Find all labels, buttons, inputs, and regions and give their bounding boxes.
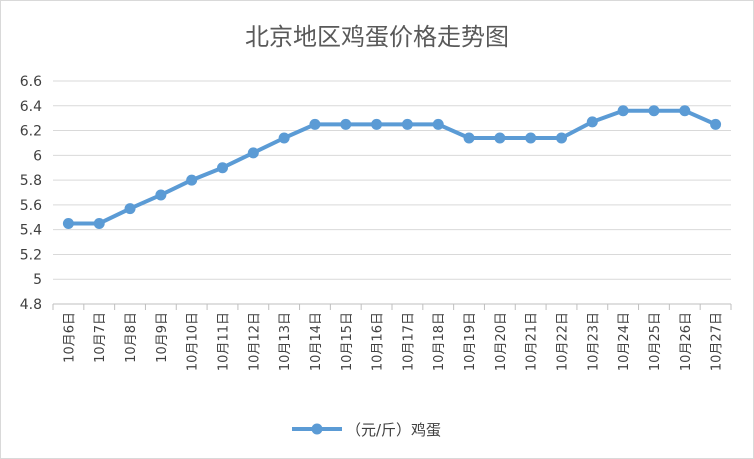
- x-tick-label: 10月15日: [340, 312, 355, 371]
- data-point: [648, 105, 660, 117]
- legend: （元/斤）鸡蛋: [292, 421, 441, 439]
- y-tick-label: 5.4: [20, 223, 42, 239]
- y-tick-label: 5.8: [20, 173, 42, 189]
- data-point: [340, 118, 352, 130]
- series-layer: [62, 105, 722, 229]
- chart-title: 北京地区鸡蛋价格走势图: [245, 23, 509, 51]
- data-point: [217, 162, 228, 174]
- y-tick-label: 6: [33, 148, 42, 164]
- x-tick-label: 10月22日: [556, 312, 571, 371]
- y-tick-label: 4.8: [20, 297, 42, 313]
- x-tick-label: 10月14日: [309, 312, 324, 371]
- x-tick-label: 10月20日: [494, 312, 509, 371]
- y-tick-label: 5.6: [20, 198, 42, 214]
- y-tick-label: 6.2: [20, 124, 42, 140]
- data-point: [371, 118, 383, 130]
- data-point: [494, 132, 506, 144]
- data-point: [586, 116, 598, 128]
- data-point: [247, 147, 259, 159]
- x-tick-label: 10月16日: [371, 312, 386, 371]
- x-tick-label: 10月11日: [217, 312, 232, 371]
- x-tick-label: 10月7日: [93, 312, 108, 363]
- data-point: [62, 217, 74, 229]
- y-tick-label: 5.2: [20, 247, 42, 263]
- x-tick-label: 10月8日: [124, 312, 139, 363]
- x-tick-label: 10月12日: [247, 312, 262, 371]
- data-point: [617, 105, 629, 117]
- data-point: [710, 118, 722, 130]
- x-tick-label: 10月25日: [648, 312, 663, 371]
- x-tick-label: 10月17日: [401, 312, 416, 371]
- y-tick-label: 5: [33, 272, 42, 288]
- x-tick-label: 10月27日: [710, 312, 725, 371]
- x-tick-label: 10月24日: [617, 312, 632, 371]
- x-tick-label: 10月6日: [62, 312, 77, 363]
- data-point: [278, 132, 290, 144]
- x-tick-label: 10月18日: [432, 312, 447, 371]
- data-point: [309, 118, 321, 130]
- x-tick-label: 10月21日: [525, 312, 540, 371]
- series-line: [66, 108, 718, 226]
- legend-marker-swatch: [311, 423, 323, 435]
- y-tick-label: 6.4: [20, 99, 42, 115]
- data-point: [556, 132, 567, 144]
- data-point: [124, 203, 136, 215]
- data-point: [155, 189, 167, 201]
- x-tick-label: 10月9日: [155, 312, 170, 363]
- data-point: [93, 217, 105, 229]
- x-tick-label: 10月13日: [278, 312, 293, 371]
- y-axis-ticks: 4.8 5 5.2 5.4 5.6 5.8 6 6.2 6.4 6.6: [20, 74, 42, 313]
- data-point: [679, 105, 691, 117]
- x-tick-label: 10月23日: [586, 312, 601, 371]
- x-tick-label: 10月19日: [463, 312, 478, 371]
- x-tick-label: 10月26日: [679, 312, 694, 371]
- gridlines: [53, 80, 731, 305]
- data-point: [432, 118, 444, 130]
- y-tick-label: 6.6: [20, 74, 42, 90]
- data-point: [401, 118, 413, 130]
- data-point: [525, 132, 537, 144]
- data-point: [186, 174, 198, 186]
- x-tick-label: 10月10日: [186, 312, 201, 371]
- legend-label: （元/斤）鸡蛋: [346, 421, 441, 439]
- data-point: [463, 132, 475, 144]
- x-axis-ticks: 10月6日 10月7日 10月8日 10月9日 10月10日 10月11日 10月12日 10…: [52, 304, 732, 371]
